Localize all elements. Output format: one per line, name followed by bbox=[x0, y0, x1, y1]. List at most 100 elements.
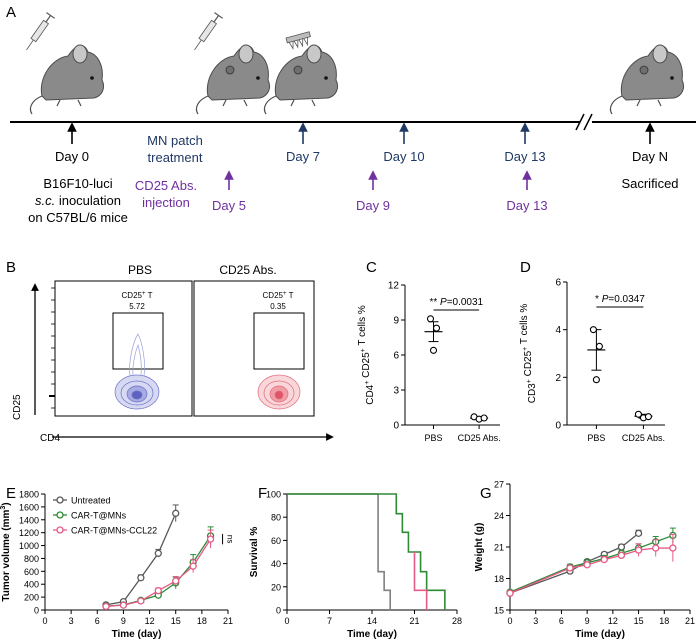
x-axis-label: Time (day) bbox=[575, 629, 625, 640]
data-point bbox=[172, 577, 180, 585]
flow-cytometry-panel: PBS CD25 Abs. CD25+ T 5.72 CD25+ T 0.35 … bbox=[12, 263, 334, 444]
y-tick-label: 6 bbox=[393, 351, 399, 362]
cd25-injection-label: CD25 Abs. bbox=[135, 178, 197, 193]
data-point bbox=[595, 342, 603, 350]
mouse-icon bbox=[29, 44, 105, 115]
gate-box-cd25 bbox=[253, 312, 305, 370]
y-tick-label: 1200 bbox=[19, 528, 39, 538]
x-tick-label: 9 bbox=[585, 616, 590, 626]
timeline-label-day10: Day 10 bbox=[383, 149, 424, 164]
data-point bbox=[566, 564, 574, 572]
flow-title-pbs: PBS bbox=[128, 263, 152, 277]
y-tick-label: 6 bbox=[555, 278, 561, 289]
series-line bbox=[287, 493, 446, 610]
y-tick-label: 12 bbox=[388, 281, 400, 292]
data-point bbox=[634, 546, 643, 554]
data-point bbox=[119, 601, 128, 609]
tumor-icon bbox=[225, 65, 235, 75]
data-point bbox=[634, 410, 642, 418]
x-tick-label: 28 bbox=[452, 616, 462, 626]
legend-marker bbox=[56, 511, 64, 519]
y-tick-label: 600 bbox=[24, 567, 39, 577]
panel-label-f: F bbox=[258, 485, 267, 502]
flow-xlabel: CD4 bbox=[40, 433, 60, 444]
sacrificed-label: Sacrificed bbox=[621, 176, 678, 191]
injection-label-day9: Day 9 bbox=[356, 198, 390, 213]
panel-label-b: B bbox=[6, 259, 16, 276]
y-tick-label: 1000 bbox=[19, 541, 39, 551]
data-point bbox=[432, 324, 441, 332]
mouse-icon bbox=[263, 44, 339, 115]
series-line bbox=[413, 552, 428, 610]
flow-plot-cd25 bbox=[193, 280, 315, 417]
x-tick-label: PBS bbox=[587, 433, 605, 443]
x-tick-label: 18 bbox=[659, 616, 669, 626]
timeline-label-day13: Day 13 bbox=[504, 149, 545, 164]
data-point bbox=[426, 315, 435, 323]
x-tick-label: 3 bbox=[69, 616, 74, 626]
legend-label: Untreated bbox=[71, 496, 111, 506]
data-point bbox=[600, 555, 608, 564]
chart-f: 0 20 40 60 80 100 0 7 14 21 28 Time (day) Survival % bbox=[249, 490, 462, 641]
tumor-icon bbox=[639, 65, 649, 75]
timeline-label-day7: Day 7 bbox=[286, 149, 320, 164]
x-tick-label: 12 bbox=[145, 616, 155, 626]
y-tick-label: 0 bbox=[276, 606, 281, 616]
x-tick-label: 0 bbox=[284, 616, 289, 626]
cd25-injection-label: injection bbox=[142, 195, 190, 210]
data-point bbox=[617, 543, 626, 551]
significance-label: ** P=0.0031 bbox=[429, 297, 483, 308]
data-point bbox=[652, 544, 660, 552]
y-tick-label: 15 bbox=[494, 606, 504, 616]
chart-c: 0 3 6 9 12 PBS CD25 Abs. ** P=0.0031 CD4+ CD25+ … bbox=[357, 281, 501, 444]
data-point bbox=[102, 602, 110, 611]
y-axis-label: CD3+ CD25+ T cells % bbox=[519, 304, 538, 404]
ns-label: ns bbox=[226, 535, 235, 543]
panel-label-d: D bbox=[520, 259, 531, 276]
contour-plot-pbs bbox=[114, 333, 160, 410]
chart-d: 0 2 4 6 PBS CD25 Abs. * P=0.0347 CD3+ CD25+ T c… bbox=[519, 278, 665, 443]
data-point bbox=[206, 535, 215, 543]
data-point bbox=[154, 587, 162, 595]
y-axis-label: Survival % bbox=[249, 527, 260, 578]
y-tick-label: 3 bbox=[393, 386, 399, 397]
injection-label-day5: Day 5 bbox=[212, 198, 246, 213]
x-tick-label: 9 bbox=[121, 616, 126, 626]
inoculation-label: B16F10-luci bbox=[43, 176, 112, 191]
gate-box-pbs bbox=[112, 312, 164, 370]
x-tick-label: 12 bbox=[608, 616, 618, 626]
gate-value-pbs: 5.72 bbox=[129, 302, 145, 311]
data-point bbox=[429, 346, 438, 354]
flow-title-cd25: CD25 Abs. bbox=[219, 263, 276, 277]
gate-label-pbs: CD25+ T bbox=[122, 291, 153, 300]
y-tick-label: 800 bbox=[24, 554, 39, 564]
x-tick-label: CD25 Abs. bbox=[458, 433, 501, 443]
y-tick-label: 21 bbox=[494, 543, 504, 553]
y-tick-label: 1800 bbox=[19, 490, 39, 500]
data-point bbox=[644, 413, 652, 421]
inoculation-label: s.c. inoculation bbox=[35, 193, 121, 208]
significance-label: * P=0.0347 bbox=[595, 294, 645, 305]
panel-label-a: A bbox=[6, 4, 16, 21]
y-tick-label: 24 bbox=[494, 511, 504, 521]
y-tick-label: 200 bbox=[24, 593, 39, 603]
y-tick-label: 0 bbox=[555, 421, 561, 432]
y-tick-label: 40 bbox=[271, 559, 281, 569]
y-tick-label: 9 bbox=[393, 316, 399, 327]
y-axis-label: CD4+ CD25+ T cells % bbox=[357, 305, 376, 405]
y-tick-label: 2 bbox=[555, 373, 561, 384]
y-tick-label: 20 bbox=[271, 582, 281, 592]
x-tick-label: 7 bbox=[327, 616, 332, 626]
contour-plot-cd25 bbox=[257, 374, 301, 410]
data-point bbox=[589, 326, 597, 334]
data-point bbox=[634, 529, 643, 537]
data-point bbox=[137, 574, 145, 582]
data-point bbox=[506, 589, 514, 597]
x-axis-label: Time (day) bbox=[112, 629, 162, 640]
panel-label-c: C bbox=[366, 259, 377, 276]
timeline-schematic: Day 0 Day 7 Day 10 Day 13 Day N Day 5 Da… bbox=[10, 12, 696, 225]
data-point bbox=[189, 562, 197, 570]
axis-break-icon bbox=[575, 113, 585, 131]
legend-label: CAR-T@MNs-CCL22 bbox=[71, 526, 157, 536]
